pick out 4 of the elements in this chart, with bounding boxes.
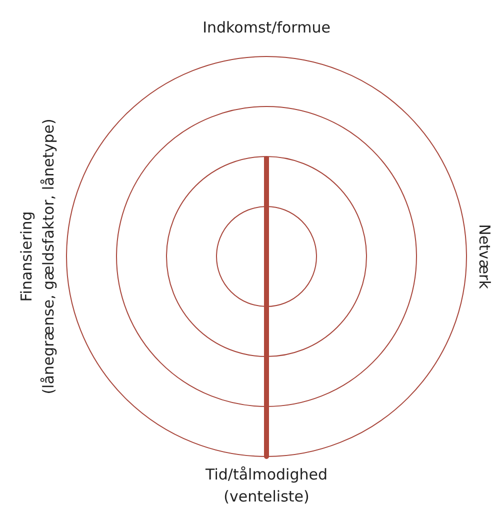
- spoke-label: Tid/tålmodighed (venteliste): [204, 466, 328, 506]
- spoke-label: Indkomst/formue: [202, 18, 330, 36]
- spoke-label: Finansiering (lånegrænse, gældsfaktor, lånetype): [18, 118, 58, 394]
- spoke-label: Netværk: [476, 224, 494, 290]
